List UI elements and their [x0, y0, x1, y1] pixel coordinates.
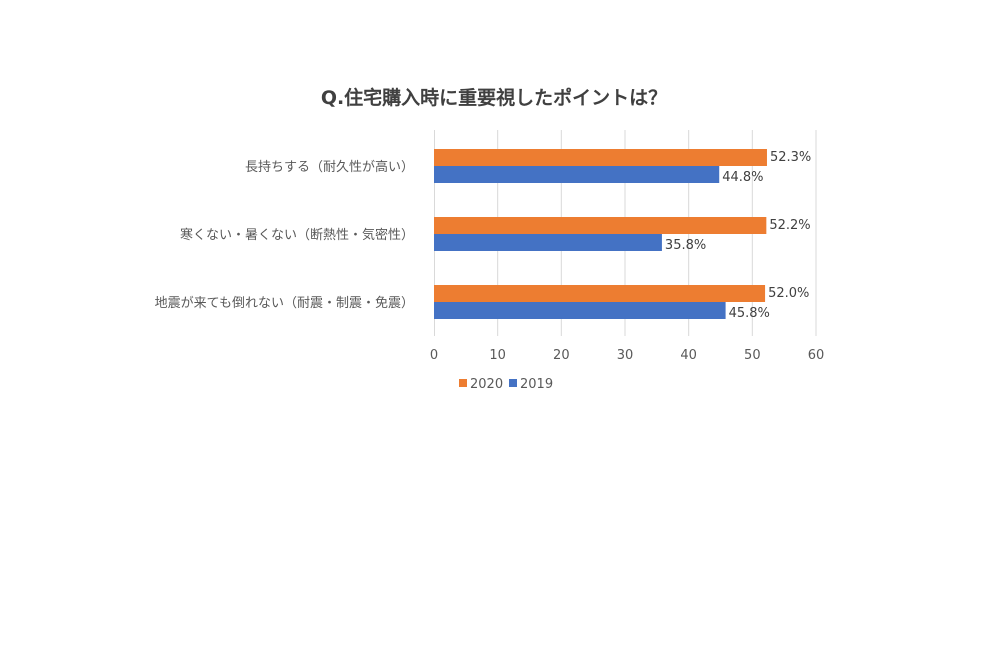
category-label-layer: 長持ちする（耐久性が高い） 寒くない・暑くない（断熱性・気密性） 地震が来ても倒れな…	[155, 159, 414, 311]
bar-2019	[434, 302, 726, 319]
bar-layer	[434, 149, 767, 319]
data-label-layer: 52.3% 44.8% 52.2% 35.8% 52.0% 45.8%	[665, 150, 811, 321]
category-label: 長持ちする（耐久性が高い）	[245, 159, 414, 175]
x-tick-label: 10	[489, 348, 506, 363]
bar-2019	[434, 234, 662, 251]
legend: 2020 2019	[459, 377, 553, 392]
x-tick-label: 60	[808, 348, 825, 363]
data-label: 44.8%	[722, 170, 763, 185]
x-tick-label: 50	[744, 348, 761, 363]
legend-swatch-2020	[459, 379, 467, 387]
bar-2020	[434, 149, 767, 166]
legend-label: 2020	[470, 377, 503, 392]
x-tick-label: 40	[680, 348, 697, 363]
x-tick-label: 30	[617, 348, 634, 363]
chart-title: Q.住宅購入時に重要視したポイントは？	[321, 86, 667, 109]
data-label: 52.0%	[768, 286, 809, 301]
x-tick-label: 20	[553, 348, 570, 363]
x-tick-label-layer: 0 10 20 30 40 50 60	[430, 348, 824, 363]
data-label: 35.8%	[665, 238, 706, 253]
data-label: 45.8%	[729, 306, 770, 321]
bar-2020	[434, 285, 766, 302]
legend-label: 2019	[520, 377, 553, 392]
category-label: 地震が来ても倒れない（耐震・制震・免震）	[155, 296, 414, 311]
bar-2019	[434, 166, 720, 183]
legend-swatch-2019	[509, 379, 517, 387]
data-label: 52.2%	[769, 218, 810, 233]
category-label: 寒くない・暑くない（断熱性・気密性）	[180, 227, 414, 243]
data-label: 52.3%	[770, 150, 811, 165]
bar-2020	[434, 217, 767, 234]
x-tick-label: 0	[430, 348, 438, 363]
